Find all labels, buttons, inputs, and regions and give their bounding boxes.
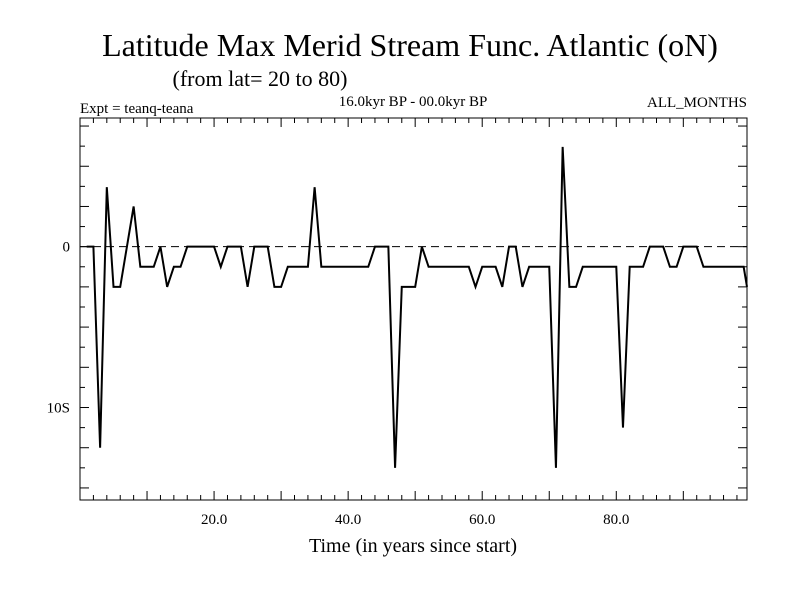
y-tick-label: 0 bbox=[63, 240, 71, 256]
chart-subtitle: (from lat= 20 to 80) bbox=[173, 66, 348, 91]
x-tick-label: 60.0 bbox=[469, 512, 495, 528]
series-line-teanq-teana bbox=[86, 146, 748, 468]
x-tick-label: 40.0 bbox=[335, 512, 361, 528]
period-label: 16.0kyr BP - 00.0kyr BP bbox=[339, 94, 488, 110]
experiment-label: Expt = teanq-teana bbox=[80, 101, 194, 117]
x-tick-label: 80.0 bbox=[603, 512, 629, 528]
x-axis-label: Time (in years since start) bbox=[309, 535, 517, 557]
chart-title: Latitude Max Merid Stream Func. Atlantic… bbox=[102, 27, 718, 63]
axis-ticks bbox=[80, 118, 747, 500]
x-tick-label: 20.0 bbox=[201, 512, 227, 528]
axis-tick-labels: 20.0 40.0 60.0 80.0 0 10S bbox=[47, 240, 630, 528]
plot-frame bbox=[79, 117, 748, 501]
season-label: ALL_MONTHS bbox=[647, 95, 747, 111]
y-tick-label: 10S bbox=[47, 401, 70, 417]
